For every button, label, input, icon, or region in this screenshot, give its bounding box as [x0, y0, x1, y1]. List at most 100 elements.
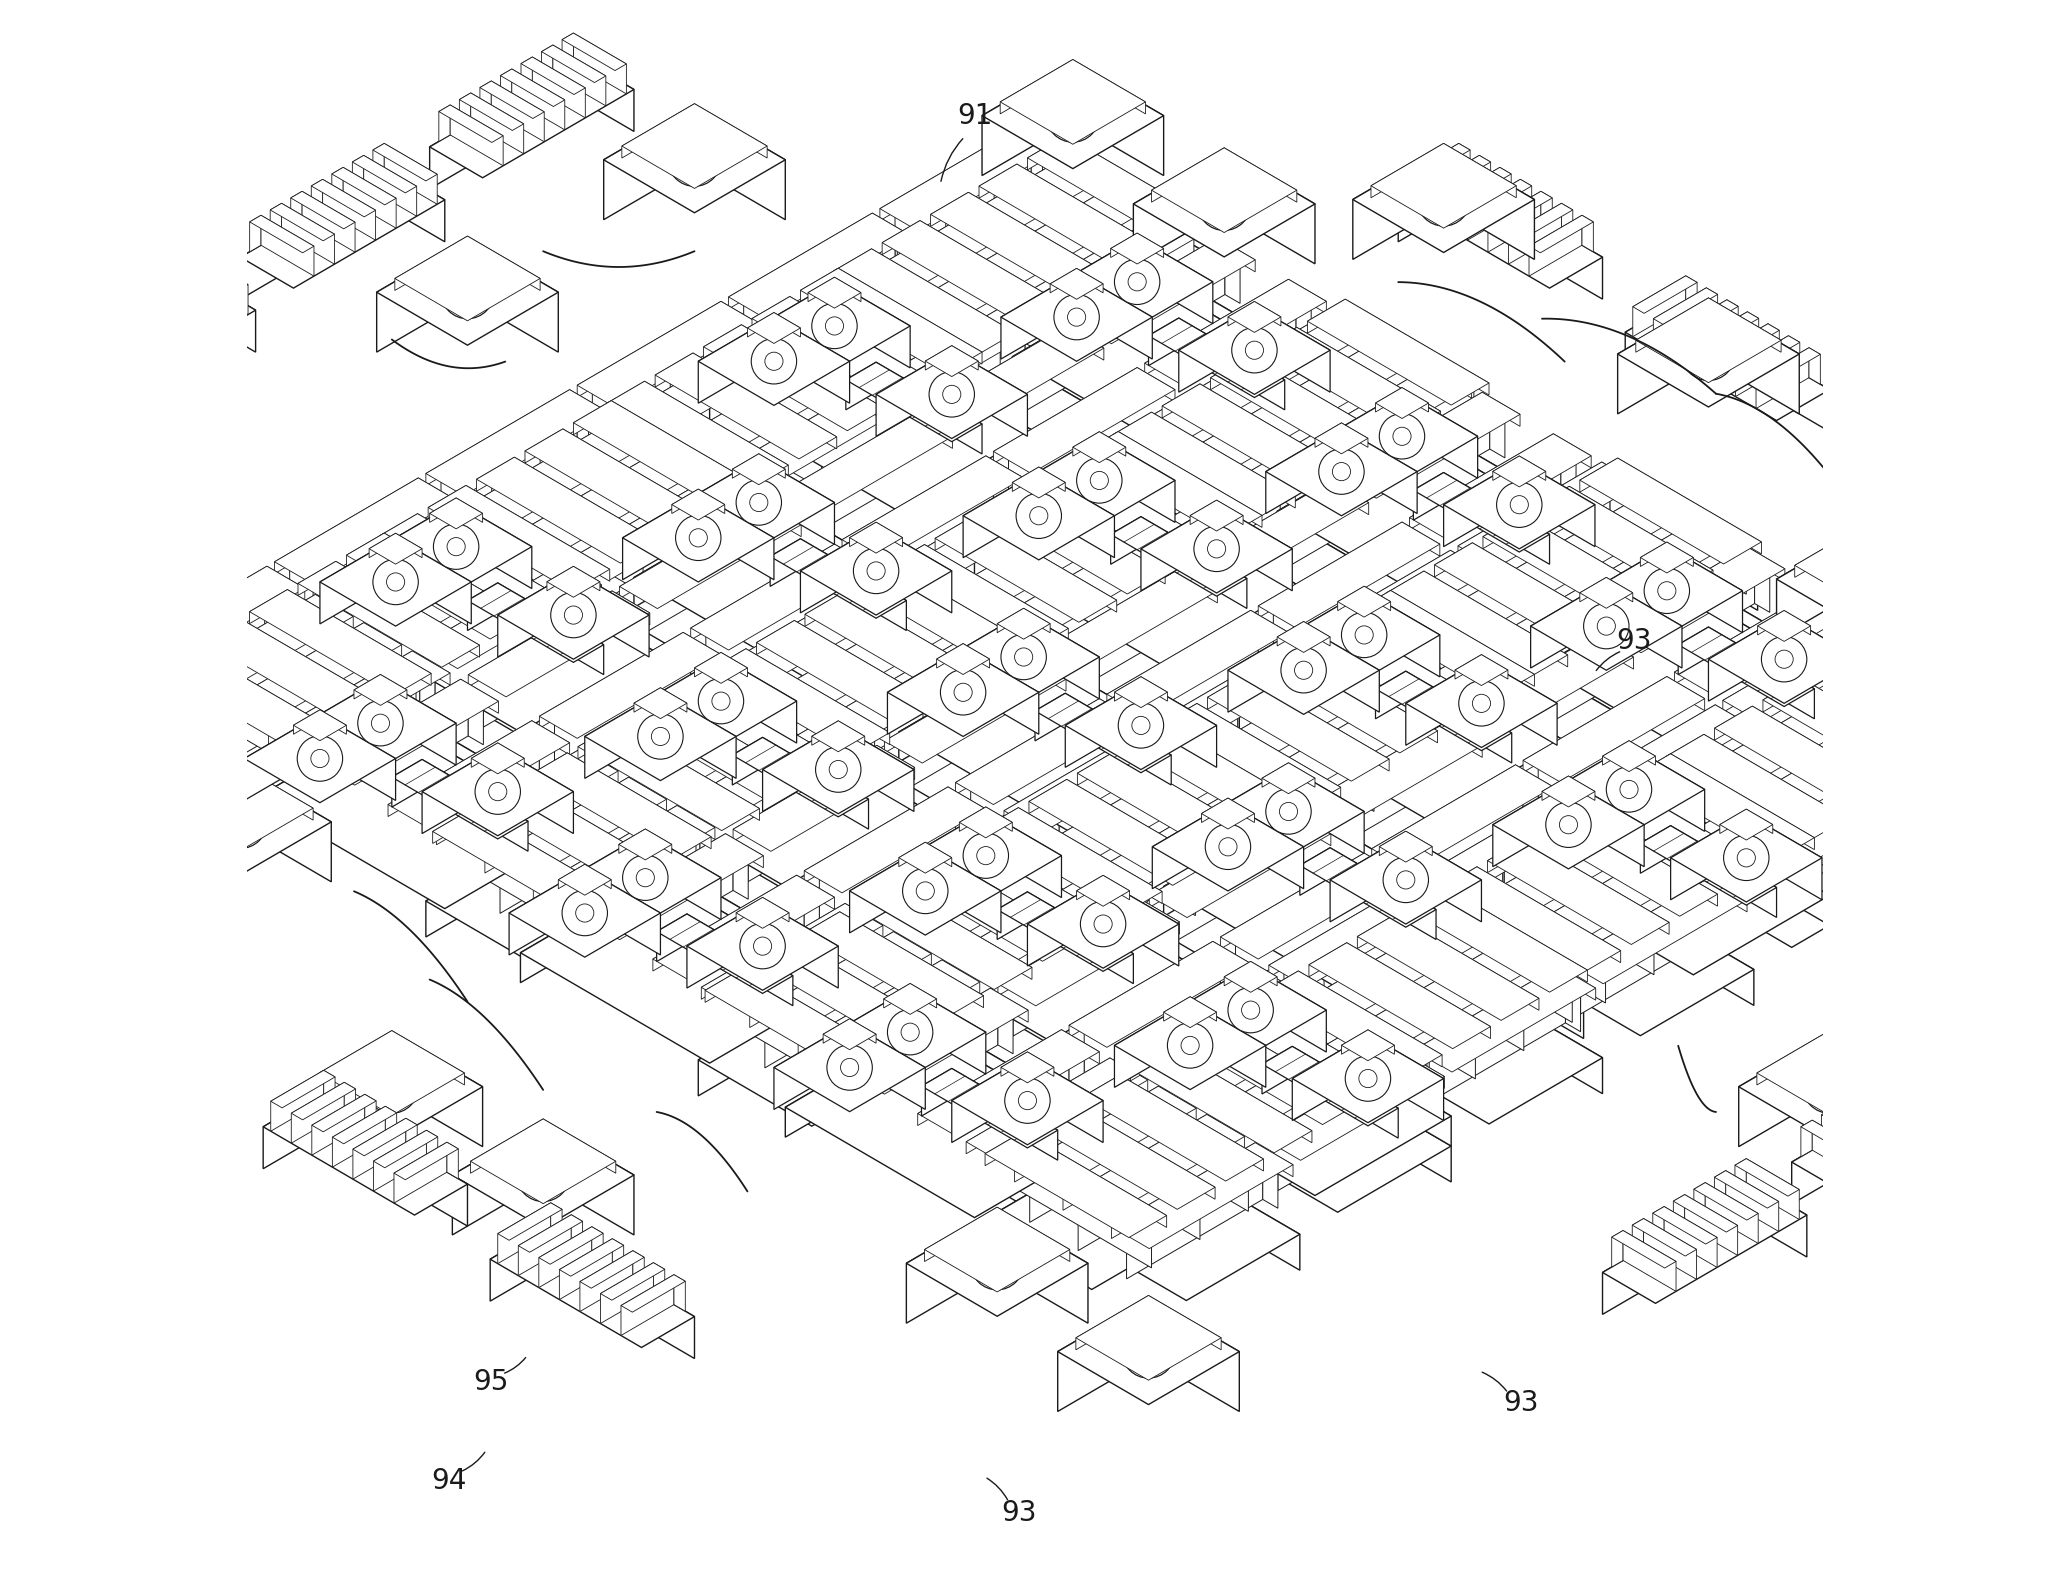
- Polygon shape: [381, 503, 532, 590]
- Polygon shape: [1141, 505, 1292, 593]
- Polygon shape: [1900, 452, 2045, 538]
- Polygon shape: [743, 221, 894, 310]
- Polygon shape: [1526, 838, 1668, 935]
- Polygon shape: [1420, 891, 1435, 948]
- Polygon shape: [888, 307, 1025, 433]
- Polygon shape: [1370, 144, 1515, 228]
- Circle shape: [675, 516, 720, 560]
- Polygon shape: [834, 248, 1014, 354]
- Polygon shape: [1517, 850, 1660, 946]
- Polygon shape: [770, 498, 958, 639]
- Polygon shape: [706, 968, 886, 1074]
- Polygon shape: [1385, 335, 1424, 370]
- Polygon shape: [1482, 392, 1519, 426]
- Polygon shape: [1178, 305, 1254, 392]
- Polygon shape: [898, 856, 1081, 962]
- Polygon shape: [1354, 402, 1490, 528]
- Polygon shape: [820, 796, 956, 924]
- Polygon shape: [1461, 910, 1499, 943]
- Polygon shape: [946, 201, 1097, 290]
- Polygon shape: [1319, 628, 1472, 715]
- Polygon shape: [1029, 780, 1211, 886]
- Polygon shape: [826, 367, 840, 424]
- Polygon shape: [932, 601, 969, 634]
- Polygon shape: [952, 345, 979, 370]
- Polygon shape: [313, 570, 464, 658]
- Polygon shape: [433, 810, 470, 843]
- Polygon shape: [1277, 1063, 1414, 1191]
- Polygon shape: [240, 169, 445, 288]
- Polygon shape: [418, 514, 561, 609]
- Polygon shape: [861, 851, 1186, 1041]
- Polygon shape: [770, 539, 801, 587]
- Polygon shape: [996, 816, 1147, 905]
- Polygon shape: [1043, 788, 1060, 845]
- Polygon shape: [184, 253, 248, 291]
- Polygon shape: [1488, 191, 1540, 252]
- Polygon shape: [1076, 274, 1153, 359]
- Polygon shape: [439, 104, 503, 142]
- Polygon shape: [596, 843, 733, 970]
- Polygon shape: [1047, 468, 1199, 557]
- Polygon shape: [1076, 1296, 1221, 1380]
- Polygon shape: [1288, 280, 1327, 313]
- Polygon shape: [1093, 872, 1130, 906]
- Polygon shape: [1066, 682, 1217, 769]
- Polygon shape: [1428, 975, 1565, 1103]
- Polygon shape: [1670, 813, 1747, 900]
- Polygon shape: [1256, 345, 1408, 433]
- Polygon shape: [700, 726, 836, 853]
- Polygon shape: [1027, 1057, 1103, 1142]
- Polygon shape: [747, 755, 900, 843]
- Polygon shape: [934, 1038, 1068, 1166]
- Polygon shape: [952, 350, 1027, 437]
- Polygon shape: [1182, 1006, 1333, 1095]
- Polygon shape: [1025, 307, 1041, 364]
- Polygon shape: [219, 623, 402, 729]
- Polygon shape: [1735, 1158, 1747, 1194]
- Polygon shape: [1103, 880, 1178, 967]
- Polygon shape: [190, 645, 333, 742]
- Polygon shape: [1116, 751, 1259, 846]
- Polygon shape: [393, 1142, 447, 1202]
- Text: 91: 91: [958, 103, 994, 130]
- Polygon shape: [143, 278, 153, 315]
- Polygon shape: [635, 688, 818, 794]
- Polygon shape: [660, 693, 737, 778]
- Polygon shape: [1542, 777, 1569, 800]
- Polygon shape: [1600, 791, 1615, 848]
- Polygon shape: [1617, 459, 1762, 554]
- Polygon shape: [1492, 780, 1644, 869]
- Polygon shape: [1145, 421, 1279, 549]
- Polygon shape: [747, 313, 801, 343]
- Polygon shape: [549, 815, 685, 941]
- Polygon shape: [1625, 301, 1679, 375]
- Polygon shape: [1317, 732, 1451, 859]
- Polygon shape: [1867, 701, 2049, 807]
- Polygon shape: [118, 949, 128, 987]
- Polygon shape: [1128, 190, 1143, 247]
- Polygon shape: [737, 897, 789, 929]
- Polygon shape: [1300, 639, 1337, 672]
- Polygon shape: [785, 1028, 1112, 1218]
- Polygon shape: [441, 399, 578, 525]
- Circle shape: [1356, 626, 1372, 644]
- Polygon shape: [1455, 655, 1482, 679]
- Circle shape: [1281, 647, 1327, 693]
- Polygon shape: [1664, 1207, 1718, 1267]
- Polygon shape: [1333, 919, 1484, 1006]
- Polygon shape: [1507, 490, 1687, 596]
- Polygon shape: [1072, 992, 1451, 1212]
- Polygon shape: [457, 494, 594, 622]
- Circle shape: [900, 1024, 919, 1041]
- Polygon shape: [1542, 587, 1679, 696]
- Polygon shape: [1064, 1114, 1244, 1220]
- Circle shape: [1228, 987, 1273, 1033]
- Polygon shape: [1341, 619, 1486, 715]
- Polygon shape: [998, 1207, 1070, 1261]
- Polygon shape: [714, 475, 753, 508]
- Polygon shape: [1565, 975, 1581, 1031]
- Polygon shape: [126, 617, 505, 837]
- Polygon shape: [1341, 1030, 1395, 1060]
- Polygon shape: [828, 717, 865, 751]
